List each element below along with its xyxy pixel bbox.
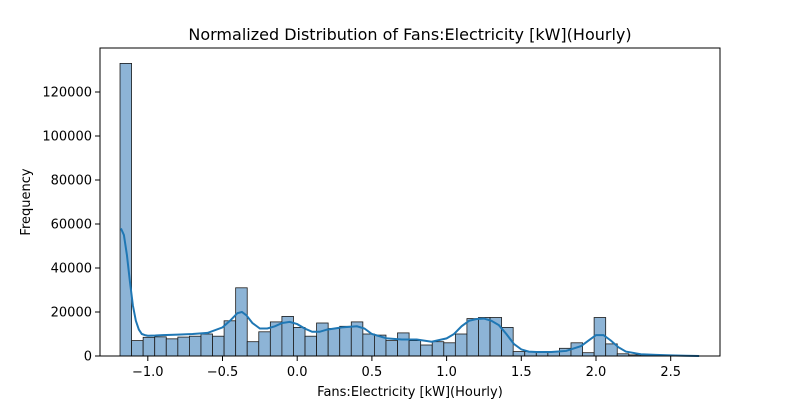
histogram-bar xyxy=(235,287,248,357)
histogram-bar xyxy=(316,322,329,357)
histogram-bar xyxy=(466,318,479,357)
histogram-bar xyxy=(385,340,398,357)
x-tick-label: 2.0 xyxy=(586,365,607,380)
y-tick-label: 100000 xyxy=(42,130,92,145)
y-tick-label: 60000 xyxy=(51,218,92,233)
plot-frame xyxy=(99,47,721,357)
histogram-bar xyxy=(200,333,213,357)
histogram-bar xyxy=(223,320,237,357)
x-tick-label: −0.5 xyxy=(207,365,239,380)
histogram-bar xyxy=(362,333,375,357)
kde-curve xyxy=(120,227,700,357)
histogram-bar xyxy=(478,317,491,357)
chart-title: Normalized Distribution of Fans:Electric… xyxy=(188,25,631,44)
y-tick-label: 40000 xyxy=(51,262,92,277)
histogram-bar xyxy=(293,326,306,357)
y-axis-label: Frequency xyxy=(19,168,34,235)
y-tick-label: 0 xyxy=(84,350,92,365)
histogram-bar xyxy=(339,325,352,357)
y-tick-label: 20000 xyxy=(51,306,92,321)
histogram-bar xyxy=(454,333,468,357)
y-axis: 0 20000 40000 60000 80000 100000 120000 xyxy=(42,86,100,365)
histogram-bar xyxy=(327,328,341,357)
y-tick-label: 80000 xyxy=(51,174,92,189)
histogram-bar xyxy=(131,340,144,357)
histogram-bar xyxy=(258,331,271,357)
histogram-bar xyxy=(512,351,526,357)
histogram-bar xyxy=(154,336,167,357)
x-tick-label: 2.5 xyxy=(660,365,681,380)
x-tick-label: 1.0 xyxy=(436,365,457,380)
x-axis: −1.0 −0.5 0.0 0.5 1.0 1.5 2.0 2.5 xyxy=(132,356,681,380)
histogram-bar xyxy=(397,332,410,357)
x-tick-label: 0.5 xyxy=(362,365,383,380)
histogram-bar xyxy=(212,335,225,357)
histogram-bar xyxy=(142,336,156,357)
histogram-bar xyxy=(119,63,132,357)
histogram-bar xyxy=(165,338,179,357)
histogram-bar xyxy=(593,317,607,357)
histogram-bar xyxy=(443,342,456,357)
histogram-bar xyxy=(246,341,260,357)
x-tick-label: −1.0 xyxy=(132,365,164,380)
histogram-bars xyxy=(119,63,699,357)
histogram-bar xyxy=(431,341,445,357)
histogram-bar xyxy=(408,340,422,357)
histogram-bar xyxy=(177,336,190,357)
histogram-bar xyxy=(188,335,202,357)
x-tick-label: 0.0 xyxy=(287,365,308,380)
x-axis-label: Fans:Electricity [kW](Hourly) xyxy=(317,385,503,400)
histogram-bar xyxy=(304,335,317,357)
histogram-bar xyxy=(420,344,433,357)
y-tick-label: 120000 xyxy=(42,86,92,101)
x-tick-label: 1.5 xyxy=(511,365,532,380)
